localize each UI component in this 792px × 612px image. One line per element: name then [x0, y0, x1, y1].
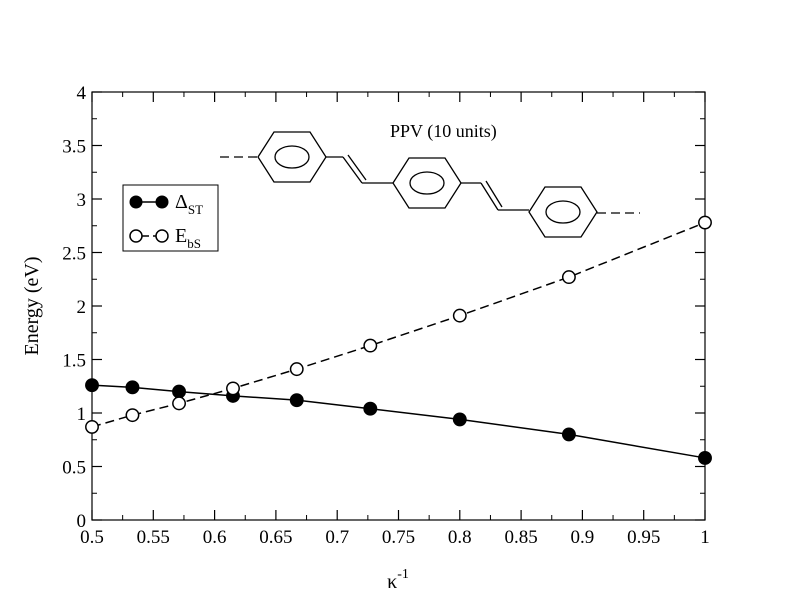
vinylene-bond-2 — [480, 182, 499, 211]
legend-marker-ebs — [129, 229, 143, 243]
legend-marker-delta-st — [155, 195, 169, 209]
vinylene-bond-1-double — [347, 154, 367, 181]
benzene-ring-3 — [528, 186, 598, 238]
legend-marker-ebs — [155, 229, 169, 243]
data-point-ebs — [452, 308, 467, 323]
series-markers — [85, 215, 712, 465]
x-tick-label: 0.65 — [259, 527, 292, 548]
x-tick-label: 0.75 — [382, 527, 415, 548]
y-tick-label: 4 — [77, 83, 87, 104]
legend: ΔST EbS — [122, 184, 219, 252]
x-tick-label: 0.6 — [203, 527, 227, 548]
y-tick-label: 1.5 — [62, 351, 86, 372]
x-axis-title-base: κ — [387, 571, 397, 593]
ppv-structure-drawing — [220, 131, 640, 238]
vinylene-bond-2-double — [485, 180, 503, 208]
data-point-ebs — [561, 270, 576, 285]
x-tick-label: 0.8 — [448, 527, 472, 548]
data-point-ebs — [363, 338, 378, 353]
y-tick-label: 3 — [77, 190, 87, 211]
x-axis-title: κ-1 — [387, 567, 409, 593]
y-tick-label: 1 — [77, 404, 87, 425]
x-axis-title-superscript: -1 — [397, 567, 409, 582]
data-point-delta-st — [452, 412, 467, 427]
data-point-ebs — [289, 362, 304, 377]
data-point-delta-st — [172, 384, 186, 399]
benzene-ring-1 — [257, 131, 327, 183]
legend-label-ebs: EbS — [175, 225, 201, 251]
x-axis: 0.5 0.55 0.6 0.65 0.7 0.75 0.8 0.85 0.9 0.95 1 — [80, 92, 710, 548]
x-tick-label: 1 — [700, 527, 710, 548]
y-tick-label: 3.5 — [62, 137, 86, 158]
benzene-ring-3-aromatic — [545, 200, 581, 224]
plot-frame — [91, 91, 706, 521]
data-point-ebs — [85, 419, 99, 434]
data-point-delta-st — [698, 450, 712, 465]
y-tick-label: 2 — [77, 297, 87, 318]
y-tick-label: 0.5 — [62, 458, 86, 479]
x-tick-label: 0.7 — [325, 527, 349, 548]
data-point-ebs — [226, 381, 240, 396]
data-point-delta-st — [289, 393, 304, 408]
legend-marker-delta-st — [129, 195, 143, 209]
y-tick-label: 2.5 — [62, 244, 86, 265]
x-tick-label: 0.85 — [504, 527, 537, 548]
data-point-ebs — [698, 215, 712, 230]
legend-label-delta-st-subscript: ST — [188, 202, 203, 217]
x-tick-label: 0.55 — [137, 527, 170, 548]
data-point-ebs — [125, 408, 140, 423]
data-point-delta-st — [561, 427, 576, 442]
vinylene-bond-1 — [342, 156, 363, 184]
annotation-ppv: PPV (10 units) — [390, 121, 497, 142]
y-axis-title: Energy (eV) — [21, 256, 43, 355]
legend-label-delta-st-base: Δ — [175, 191, 188, 213]
data-point-delta-st — [85, 378, 99, 393]
benzene-ring-2-aromatic — [409, 171, 445, 195]
data-point-ebs — [172, 396, 186, 411]
legend-label-ebs-subscript: bS — [187, 236, 201, 251]
legend-label-delta-st: ΔST — [175, 191, 203, 217]
legend-label-ebs-base: E — [175, 225, 187, 247]
x-tick-label: 0.5 — [80, 527, 104, 548]
y-tick-label: 0 — [77, 511, 87, 532]
benzene-ring-1-aromatic — [274, 145, 310, 169]
data-point-delta-st — [125, 380, 140, 395]
x-tick-label: 0.9 — [571, 527, 595, 548]
y-axis: 0 0.5 1 1.5 2 2.5 3 3.5 4 — [62, 83, 705, 532]
series-lines — [91, 221, 706, 459]
benzene-ring-2 — [392, 157, 462, 209]
data-point-delta-st — [363, 401, 378, 416]
x-tick-label: 0.95 — [627, 527, 660, 548]
